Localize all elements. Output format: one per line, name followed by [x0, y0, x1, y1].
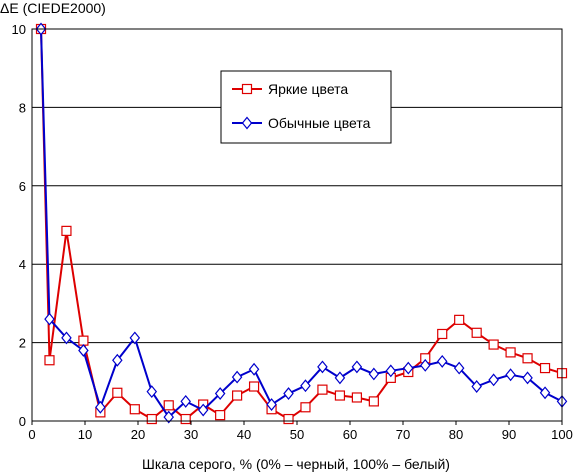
data-point: [266, 398, 277, 411]
series-line: [40, 28, 563, 419]
data-point: [163, 410, 175, 424]
data-point: [146, 413, 157, 425]
data-point: [163, 400, 174, 411]
legend: Яркие цвета Обычные цвета: [220, 70, 392, 144]
data-point: [505, 347, 516, 358]
data-point: [454, 314, 465, 325]
data-point: [471, 380, 482, 393]
legend-label: Яркие цвета: [268, 81, 348, 97]
data-point: [214, 387, 226, 401]
data-point: [505, 368, 516, 382]
data-point: [129, 404, 140, 415]
x-tick-label: 60: [343, 427, 357, 442]
x-tick-label: 20: [131, 427, 145, 442]
data-point: [300, 379, 311, 393]
data-point: [300, 402, 311, 413]
x-tick-label: 100: [551, 427, 573, 442]
data-point: [437, 328, 448, 340]
legend-marker: [241, 83, 253, 95]
data-point: [44, 355, 55, 366]
data-point: [522, 353, 533, 364]
series-layer: [35, 22, 568, 425]
y-tick-label: 0: [19, 414, 26, 429]
data-point: [180, 394, 191, 408]
data-point: [539, 386, 551, 400]
data-point: [61, 331, 72, 345]
data-point: [232, 390, 243, 401]
data-point: [248, 362, 260, 376]
data-point: [453, 361, 465, 375]
data-point: [368, 367, 380, 381]
x-tick-label: 30: [184, 427, 198, 442]
data-point: [368, 396, 379, 407]
x-tick-label: 0: [28, 427, 35, 442]
data-point: [197, 403, 209, 417]
x-tick-label: 90: [502, 427, 516, 442]
data-point: [283, 387, 294, 401]
y-tick-label: 2: [19, 336, 26, 351]
x-tick-label: 70: [396, 427, 410, 442]
data-point: [180, 413, 191, 425]
x-tick-label: 80: [449, 427, 463, 442]
data-point: [351, 360, 363, 374]
data-point: [471, 327, 482, 338]
data-point: [351, 392, 362, 403]
y-tick-label: 8: [19, 100, 26, 115]
data-point: [129, 331, 141, 345]
data-point: [436, 354, 448, 368]
data-point: [403, 361, 414, 375]
legend-label: Обычные цвета: [268, 115, 371, 131]
data-point: [248, 381, 260, 392]
y-tick-label: 6: [19, 179, 26, 194]
x-axis-title: Шкала серого, % (0% – черный, 100% – бел…: [142, 456, 450, 472]
data-point: [283, 413, 294, 425]
y-tick-label: 4: [19, 257, 26, 272]
legend-marker: [241, 116, 253, 130]
data-point: [334, 371, 346, 385]
legend-box: [220, 70, 392, 144]
y-axis-title: ΔE (CIEDE2000): [0, 0, 106, 16]
data-point: [61, 225, 72, 236]
data-point: [78, 335, 89, 346]
x-tick-label: 40: [237, 427, 251, 442]
series-2: [35, 22, 568, 424]
x-tick-label: 50: [290, 427, 304, 442]
data-point: [112, 353, 123, 367]
data-point: [95, 400, 106, 414]
y-tick-label: 10: [12, 22, 26, 37]
data-point: [488, 373, 499, 387]
data-point: [231, 370, 243, 384]
data-point: [522, 371, 533, 385]
data-point: [215, 410, 226, 421]
data-point: [146, 385, 158, 399]
data-point: [334, 390, 346, 401]
data-point: [44, 312, 55, 326]
x-tick-label: 10: [78, 427, 92, 442]
data-point: [317, 384, 328, 395]
data-point: [539, 362, 551, 374]
data-point: [385, 364, 397, 378]
data-point: [317, 360, 328, 374]
data-point: [112, 387, 123, 398]
data-point: [488, 339, 499, 350]
data-point: [78, 343, 89, 357]
data-point: [419, 358, 431, 372]
